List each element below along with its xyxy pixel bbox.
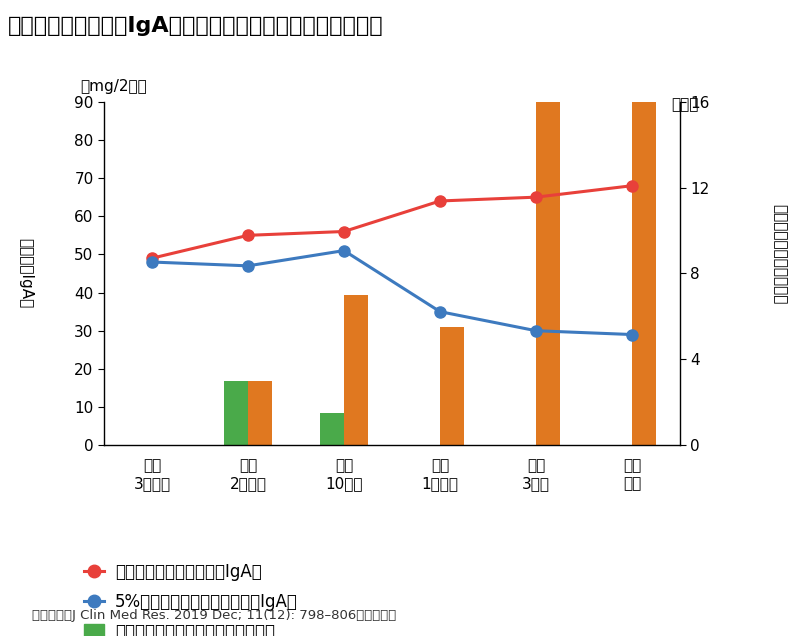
Bar <box>440 327 464 445</box>
Bar <box>632 0 656 445</box>
Bar <box>536 0 560 445</box>
Bar <box>224 381 248 445</box>
Bar <box>248 381 272 445</box>
Text: 上気道炎の延べ症状件数: 上気道炎の延べ症状件数 <box>773 204 787 305</box>
Text: （mg/2分）: （mg/2分） <box>80 80 146 95</box>
Text: 減量すると唾液中のIgA値が低くなり風邪をひきやすくなる: 減量すると唾液中のIgA値が低くなり風邪をひきやすくなる <box>8 16 384 36</box>
Bar <box>344 295 368 445</box>
Text: （データ：J Clin Med Res. 2019 Dec; 11(12): 798–806より改変）: （データ：J Clin Med Res. 2019 Dec; 11(12): 7… <box>32 609 396 622</box>
Bar <box>320 413 344 445</box>
Y-axis label: 唾液中のIgA値: 唾液中のIgA値 <box>18 238 33 308</box>
Text: （件）: （件） <box>671 97 698 112</box>
Legend: 減量なしの人の唾液中のIgA値, 5%以上減量した人の唾液中のIgA値, 減量なしの人の上気道炎の症状件数, 5%以上減量した人の上気道炎の症状件数: 減量なしの人の唾液中のIgA値, 5%以上減量した人の唾液中のIgA値, 減量な… <box>83 563 311 636</box>
